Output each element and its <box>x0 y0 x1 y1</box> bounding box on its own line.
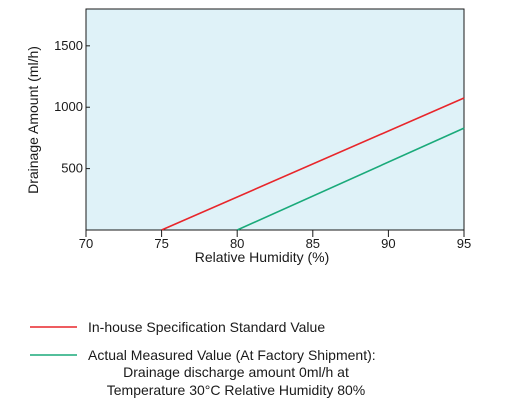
y-axis: 500 1000 1500 <box>54 38 90 176</box>
series-line-2 <box>236 127 465 231</box>
x-tick-label: 95 <box>457 236 471 251</box>
x-tick-label: 70 <box>79 236 93 251</box>
series-line-1 <box>161 97 465 231</box>
x-tick-label: 80 <box>230 236 244 251</box>
legend-label-spec: In-house Specification Standard Value <box>88 319 325 335</box>
y-tick-label: 1500 <box>54 38 83 53</box>
y-axis-title: Drainage Amount (ml/h) <box>25 46 41 194</box>
annotation-line-1: Drainage discharge amount 0ml/h at <box>123 364 349 380</box>
y-tick-label: 1000 <box>54 99 83 114</box>
legend-label-measured: Actual Measured Value (At Factory Shipme… <box>88 347 376 363</box>
y-tick-label: 500 <box>61 161 83 176</box>
plot-area <box>85 8 465 231</box>
x-tick-label: 75 <box>154 236 168 251</box>
x-tick-label: 85 <box>306 236 320 251</box>
x-tick-label: 90 <box>381 236 395 251</box>
x-axis-title: Relative Humidity (%) <box>195 249 330 265</box>
annotation-line-2: Temperature 30°C Relative Humidity 80% <box>107 382 366 398</box>
x-axis: 70 75 80 85 90 95 <box>79 230 471 251</box>
series-layer <box>161 97 465 231</box>
